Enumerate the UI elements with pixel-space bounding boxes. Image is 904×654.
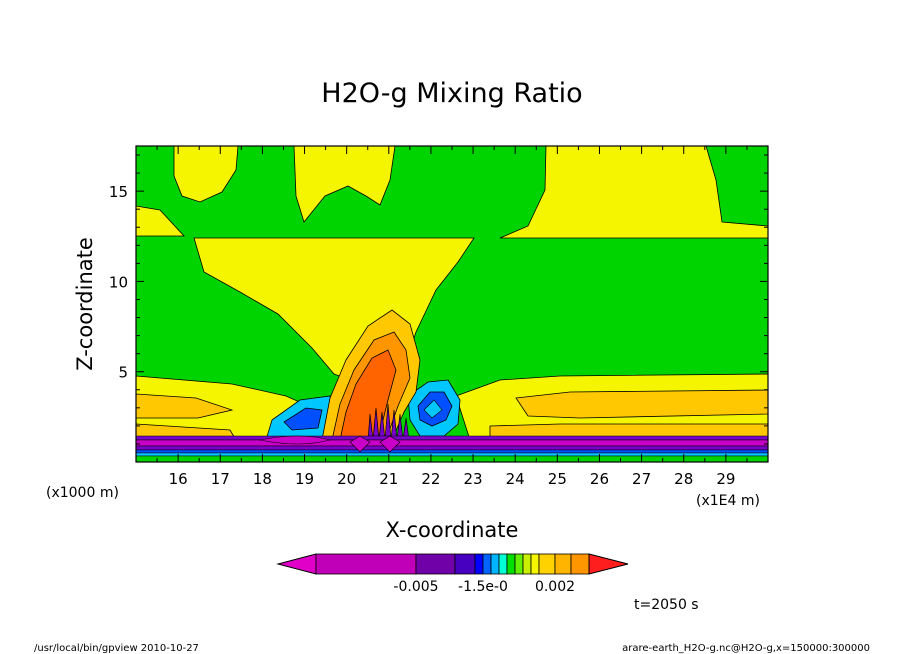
band-purple bbox=[136, 445, 768, 451]
band-blue bbox=[136, 449, 768, 454]
colorbar-cell bbox=[315, 553, 417, 575]
chart-title: H2O-g Mixing Ratio bbox=[321, 78, 582, 109]
y-axis-label: Z-coordinate bbox=[73, 237, 97, 371]
y-unit-label: (x1000 m) bbox=[46, 485, 119, 501]
x-tick-label: 26 bbox=[590, 470, 609, 488]
x-tick-label: 25 bbox=[548, 470, 567, 488]
band-magenta-bulge bbox=[259, 435, 401, 453]
contour-upper-right-yellow bbox=[499, 146, 768, 239]
axis-ticks: 16 17 18 19 20 21 22 23 24 25 26 27 28 29 5 10 15 bbox=[109, 146, 769, 488]
colorbar-cell bbox=[538, 553, 556, 575]
x-tick-label: 16 bbox=[169, 470, 188, 488]
colorbar-label: 0.002 bbox=[535, 579, 575, 595]
x-tick-label: 23 bbox=[464, 470, 483, 488]
x-tick-label: 24 bbox=[506, 470, 525, 488]
x-tick-label: 20 bbox=[337, 470, 356, 488]
colorbar-label: -0.005 bbox=[393, 579, 438, 595]
colorbar bbox=[276, 553, 629, 575]
colorbar-cell bbox=[522, 553, 532, 575]
x-tick-label: 19 bbox=[295, 470, 314, 488]
band-cyan bbox=[136, 452, 768, 457]
time-label: t=2050 s bbox=[634, 597, 699, 613]
x-tick-label: 28 bbox=[674, 470, 693, 488]
band-magenta bbox=[136, 439, 768, 447]
colorbar-cell bbox=[530, 553, 540, 575]
footer-right: arare-earth_H2O-g.nc@H2O-g,x=150000:3000… bbox=[622, 643, 870, 654]
x-tick-label: 29 bbox=[716, 470, 735, 488]
colorbar-cell bbox=[490, 553, 500, 575]
x-tick-label: 21 bbox=[379, 470, 398, 488]
colorbar-right-arrow bbox=[588, 553, 629, 575]
x-unit-label: (x1E4 m) bbox=[696, 493, 760, 509]
contour-plume-spikes bbox=[367, 403, 410, 441]
y-tick-label: 5 bbox=[118, 364, 128, 382]
x-tick-label: 18 bbox=[253, 470, 272, 488]
band-purple-top bbox=[136, 435, 768, 441]
colorbar-labels: -0.005 -1.5e-0 0.002 bbox=[393, 579, 575, 595]
plot-area bbox=[136, 146, 768, 462]
colorbar-cell bbox=[454, 553, 476, 575]
contour-upper-left-yellow bbox=[173, 146, 239, 203]
colorbar-label: -1.5e-0 bbox=[458, 579, 508, 595]
contour-left-strip-yellow bbox=[136, 205, 185, 237]
colorbar-cell bbox=[498, 553, 508, 575]
colorbar-cell bbox=[482, 553, 492, 575]
colorbar-cell bbox=[506, 553, 516, 575]
x-axis-label: X-coordinate bbox=[386, 518, 519, 542]
x-tick-label: 27 bbox=[632, 470, 651, 488]
contour-lower-right-orange bbox=[515, 389, 768, 419]
footer-left: /usr/local/bin/gpview 2010-10-27 bbox=[34, 643, 199, 654]
colorbar-cell bbox=[474, 553, 484, 575]
colorbar-cell bbox=[415, 553, 456, 575]
colorbar-cell bbox=[570, 553, 590, 575]
contour-lower-left-orange bbox=[136, 393, 234, 419]
colorbar-cell bbox=[554, 553, 572, 575]
y-tick-label: 10 bbox=[109, 273, 128, 291]
y-tick-label: 15 bbox=[109, 183, 128, 201]
colorbar-cell bbox=[514, 553, 524, 575]
contour-left-blue bbox=[283, 407, 323, 431]
x-tick-label: 17 bbox=[211, 470, 230, 488]
contour-right-cyan-inner bbox=[423, 399, 443, 419]
contour-upper-mid-yellow bbox=[293, 146, 396, 223]
x-tick-label: 22 bbox=[421, 470, 440, 488]
colorbar-left-arrow bbox=[276, 553, 317, 575]
